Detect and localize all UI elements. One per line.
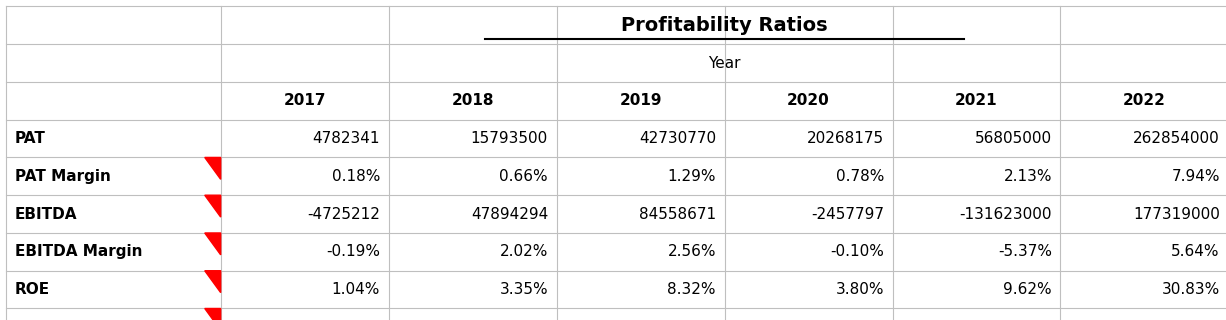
Text: EBITDA: EBITDA — [15, 207, 77, 221]
Text: 47894294: 47894294 — [471, 207, 548, 221]
Text: -2457797: -2457797 — [810, 207, 884, 221]
Text: PAT Margin: PAT Margin — [15, 169, 110, 184]
Text: 2.56%: 2.56% — [667, 244, 716, 259]
Text: 42730770: 42730770 — [639, 131, 716, 146]
Text: 8.32%: 8.32% — [667, 282, 716, 297]
Text: 2019: 2019 — [619, 93, 662, 108]
Text: -0.19%: -0.19% — [326, 244, 380, 259]
Text: 2020: 2020 — [787, 93, 830, 108]
Text: Year: Year — [709, 56, 741, 70]
Polygon shape — [205, 271, 221, 292]
Text: PAT: PAT — [15, 131, 45, 146]
Text: -0.10%: -0.10% — [830, 244, 884, 259]
Polygon shape — [205, 233, 221, 255]
Text: 30.83%: 30.83% — [1161, 282, 1220, 297]
Text: 2018: 2018 — [451, 93, 494, 108]
Text: 2021: 2021 — [955, 93, 998, 108]
Text: 1.29%: 1.29% — [667, 169, 716, 184]
Text: 0.78%: 0.78% — [836, 169, 884, 184]
Text: 9.62%: 9.62% — [1003, 282, 1052, 297]
Text: 7.94%: 7.94% — [1171, 169, 1220, 184]
Text: -131623000: -131623000 — [960, 207, 1052, 221]
Text: 15793500: 15793500 — [471, 131, 548, 146]
Text: 1.04%: 1.04% — [332, 282, 380, 297]
Text: EBITDA Margin: EBITDA Margin — [15, 244, 142, 259]
Text: 262854000: 262854000 — [1133, 131, 1220, 146]
Text: 2022: 2022 — [1123, 93, 1166, 108]
Text: ROE: ROE — [15, 282, 50, 297]
Polygon shape — [205, 308, 221, 320]
Text: 177319000: 177319000 — [1133, 207, 1220, 221]
Text: -4725212: -4725212 — [308, 207, 380, 221]
Text: Profitability Ratios: Profitability Ratios — [622, 16, 828, 35]
Text: 56805000: 56805000 — [975, 131, 1052, 146]
Text: 2017: 2017 — [283, 93, 326, 108]
Text: 0.66%: 0.66% — [499, 169, 548, 184]
Text: 2.02%: 2.02% — [500, 244, 548, 259]
Text: 2.13%: 2.13% — [1003, 169, 1052, 184]
Text: -5.37%: -5.37% — [998, 244, 1052, 259]
Polygon shape — [205, 157, 221, 179]
Text: 5.64%: 5.64% — [1171, 244, 1220, 259]
Text: 0.18%: 0.18% — [332, 169, 380, 184]
Text: 84558671: 84558671 — [639, 207, 716, 221]
Text: 3.35%: 3.35% — [499, 282, 548, 297]
Text: 4782341: 4782341 — [313, 131, 380, 146]
Text: 3.80%: 3.80% — [835, 282, 884, 297]
Polygon shape — [205, 195, 221, 217]
Text: 20268175: 20268175 — [807, 131, 884, 146]
